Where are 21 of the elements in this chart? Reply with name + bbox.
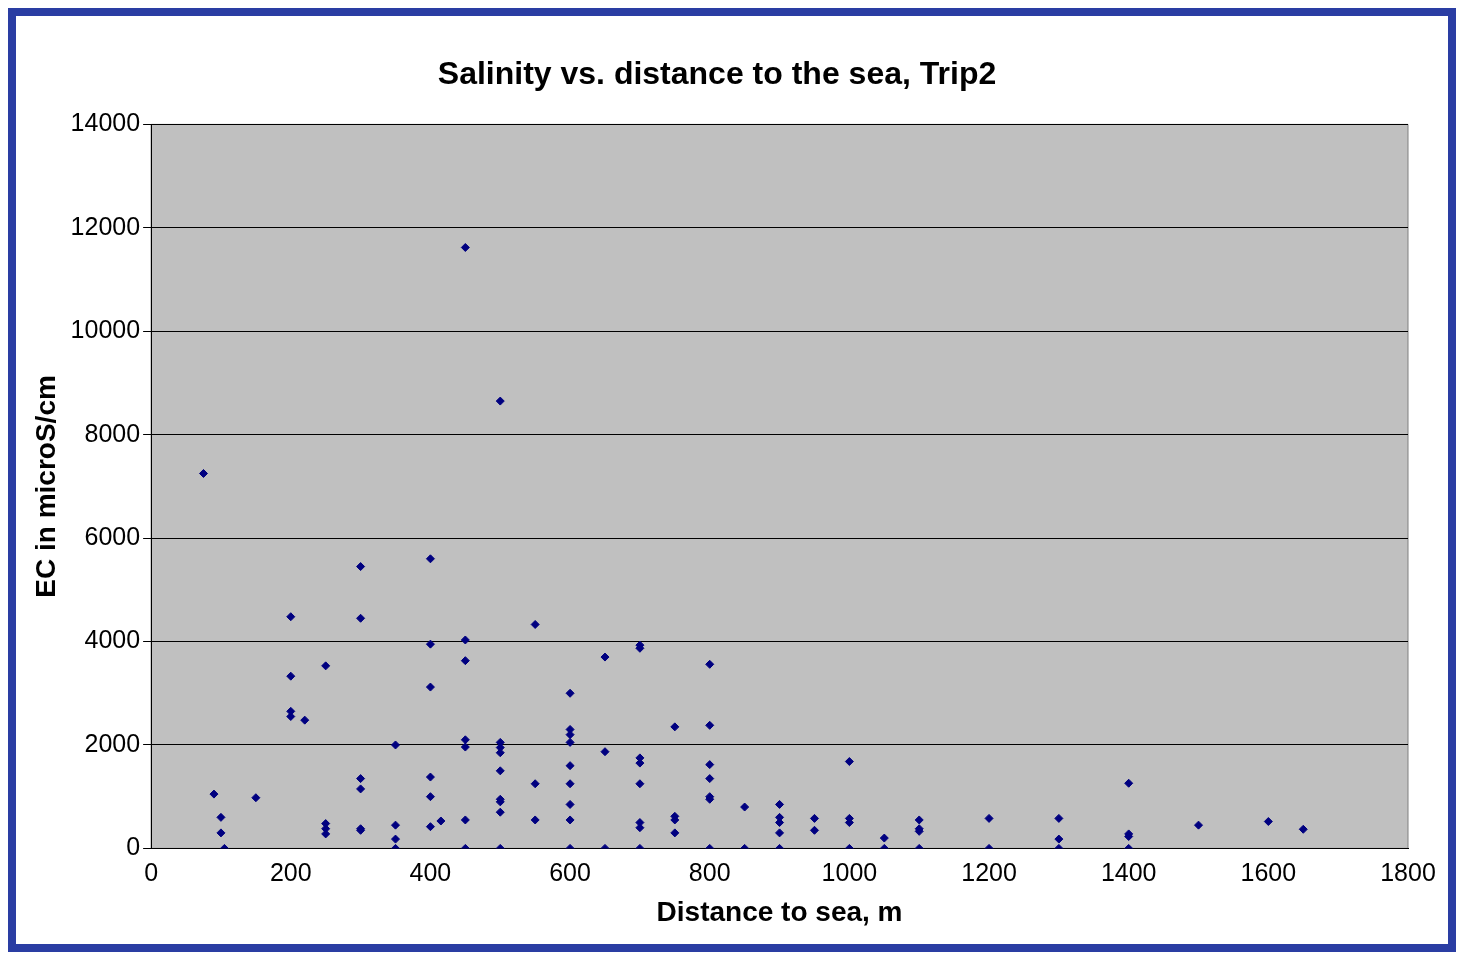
x-tick-label: 800 <box>688 858 731 887</box>
y-axis-title: EC in microS/cm <box>29 375 61 598</box>
x-tick-label: 1200 <box>961 858 1017 887</box>
y-tick-label: 8000 <box>84 418 141 447</box>
x-tick-label: 1400 <box>1100 858 1157 887</box>
x-tick-label: 600 <box>549 858 591 887</box>
y-tick-label: 2000 <box>84 728 141 757</box>
x-axis-title: Distance to sea, m <box>656 895 903 927</box>
x-tick-label: 400 <box>409 858 452 887</box>
x-tick-label: 0 <box>144 858 159 887</box>
y-tick-label: 12000 <box>70 211 141 240</box>
y-tick-label: 14000 <box>70 108 141 137</box>
y-tick-label: 10000 <box>70 315 141 344</box>
y-tick-label: 0 <box>126 832 141 861</box>
chart-title: Salinity vs. distance to the sea, Trip2 <box>437 55 997 92</box>
x-tick-label: 200 <box>269 858 312 887</box>
y-tick-label: 6000 <box>84 522 141 550</box>
x-tick-label: 1000 <box>821 858 878 887</box>
x-tick-label: 1800 <box>1380 858 1436 887</box>
x-tick-label: 1600 <box>1240 858 1297 887</box>
y-tick-label: 4000 <box>84 625 141 654</box>
